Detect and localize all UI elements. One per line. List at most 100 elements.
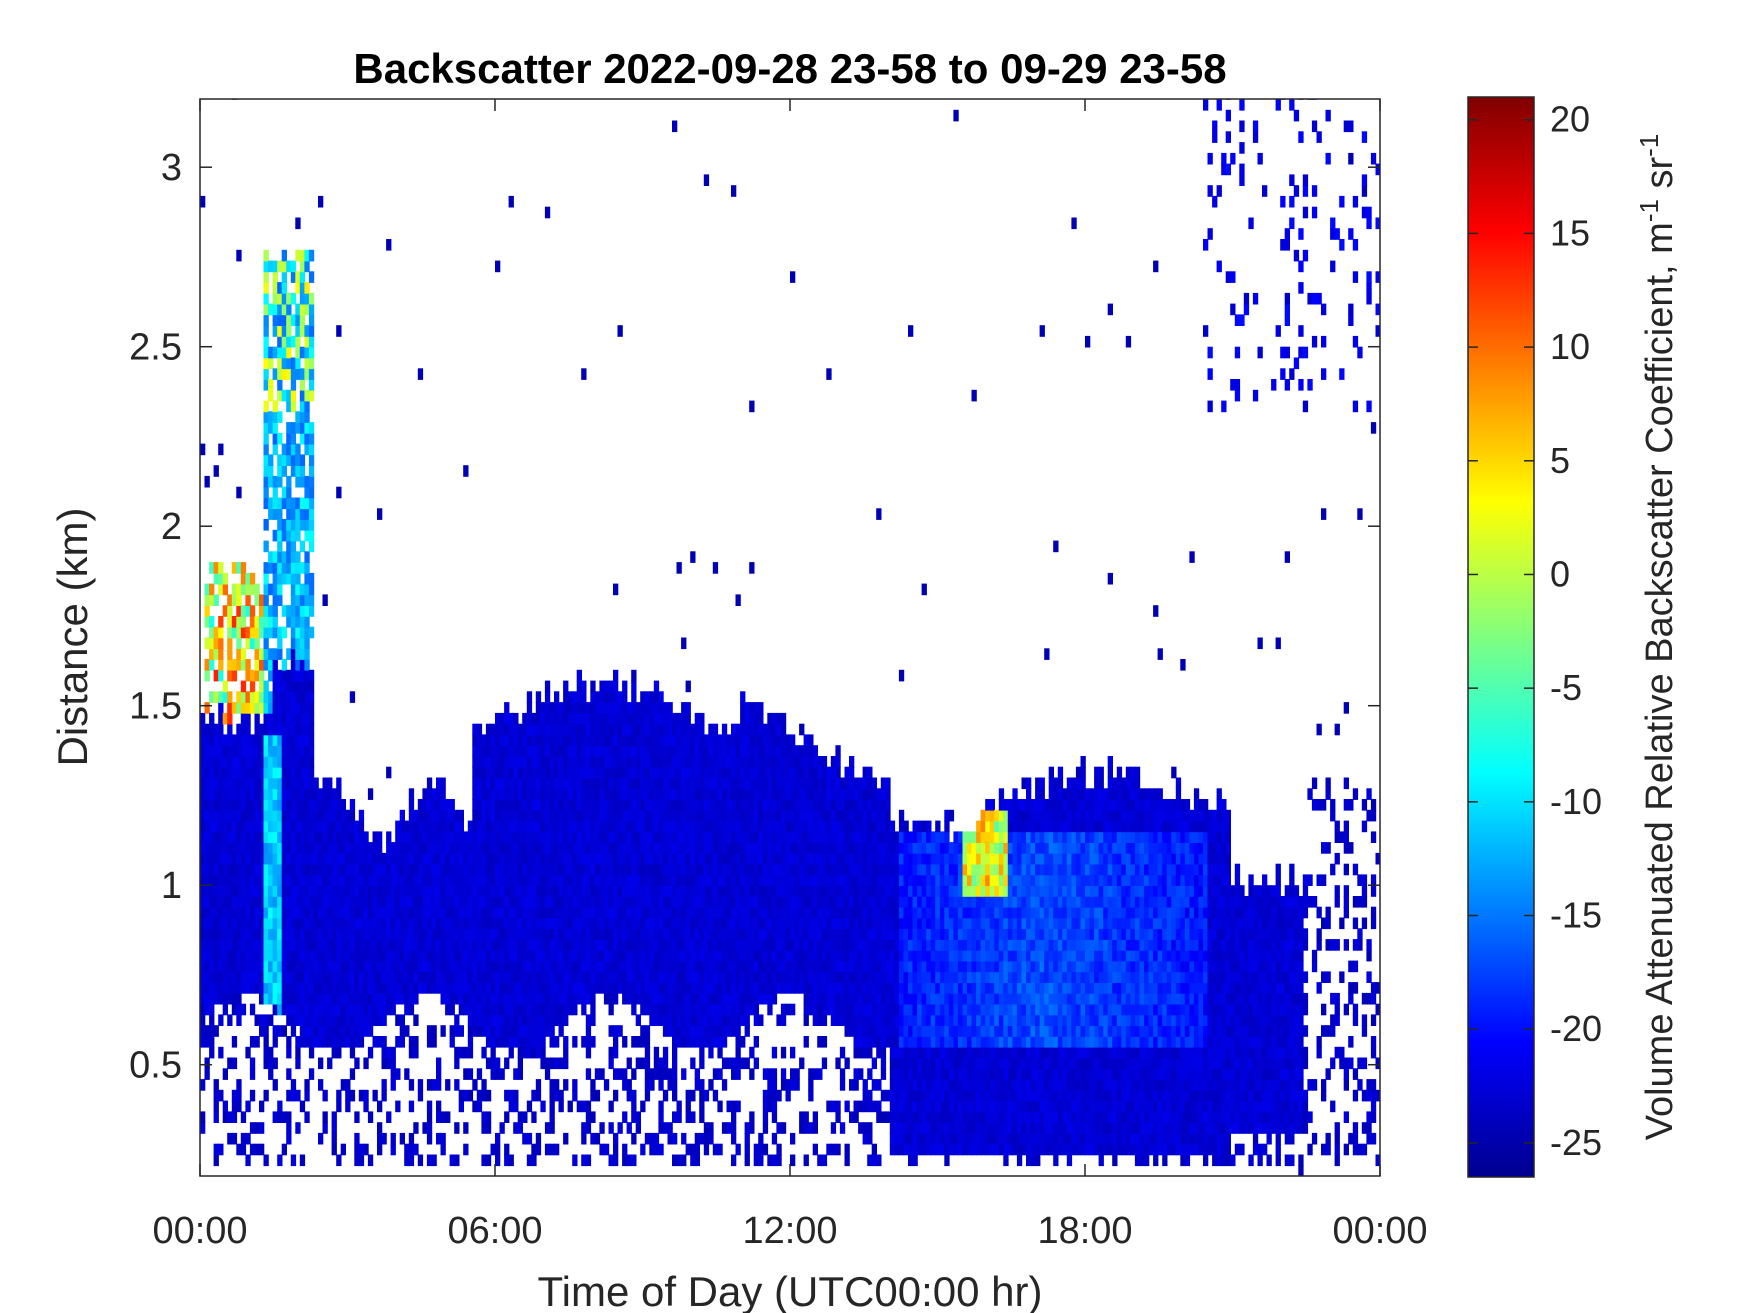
heatmap-cell: [771, 917, 778, 930]
heatmap-cell: [567, 788, 573, 800]
heatmap-cell: [812, 842, 818, 854]
heatmap-cell: [699, 885, 705, 897]
heatmap-cell: [780, 896, 787, 908]
heatmap-cell: [644, 1036, 651, 1048]
heatmap-cell: [694, 820, 700, 833]
heatmap-cell: [699, 1089, 705, 1102]
heatmap-cell: [535, 874, 542, 886]
heatmap-cell: [404, 852, 410, 865]
heatmap-cell: [222, 1100, 228, 1113]
heatmap-cell: [367, 982, 374, 994]
heatmap-cell: [304, 777, 310, 790]
heatmap-cell: [431, 788, 437, 800]
heatmap-cell: [531, 820, 537, 833]
heatmap-cell: [617, 906, 623, 919]
heatmap-cell: [354, 820, 360, 833]
heatmap-cell: [245, 928, 251, 940]
heatmap-cell: [844, 1154, 850, 1167]
heatmap-cell: [513, 712, 519, 725]
heatmap-cell: [712, 1014, 719, 1026]
heatmap-cell: [708, 842, 714, 854]
heatmap-cell: [213, 637, 219, 650]
heatmap-cell: [762, 949, 769, 962]
heatmap-cell: [295, 616, 301, 628]
heatmap-cell: [590, 799, 596, 811]
heatmap-cell: [617, 982, 623, 994]
heatmap-cell: [426, 874, 433, 886]
heatmap-cell: [821, 788, 828, 800]
heatmap-cell: [626, 971, 632, 983]
heatmap-cell: [263, 616, 269, 628]
heatmap-cell: [281, 529, 287, 542]
heatmap-cell: [640, 820, 646, 833]
heatmap-cell: [508, 1100, 514, 1113]
heatmap-cell: [522, 1025, 528, 1037]
heatmap-cell: [703, 960, 710, 973]
heatmap-cell: [749, 949, 755, 962]
heatmap-cell: [740, 885, 746, 897]
heatmap-cell: [449, 906, 455, 919]
heatmap-cell: [576, 799, 582, 811]
heatmap-cell: [635, 809, 641, 822]
heatmap-cell: [631, 734, 637, 746]
heatmap-cell: [799, 863, 805, 876]
heatmap-cell: [540, 896, 546, 908]
heatmap-cell: [304, 551, 310, 563]
heatmap-cell: [667, 874, 673, 886]
heatmap-cell: [776, 960, 782, 973]
heatmap-cell: [839, 1014, 846, 1026]
heatmap-cell: [286, 874, 292, 886]
heatmap-cell: [231, 734, 238, 746]
heatmap-cell: [259, 734, 265, 746]
heatmap-cell: [218, 648, 224, 660]
heatmap-cell: [213, 820, 219, 833]
heatmap-cell: [667, 745, 673, 757]
heatmap-cell: [576, 809, 582, 822]
heatmap-cell: [204, 799, 210, 811]
heatmap-cell: [731, 777, 737, 790]
heatmap-cell: [281, 820, 287, 833]
heatmap-cell: [526, 885, 533, 897]
heatmap-cell: [422, 852, 428, 865]
heatmap-cell: [231, 842, 238, 854]
heatmap-cell: [749, 982, 755, 994]
heatmap-cell: [554, 863, 560, 876]
heatmap-cell: [268, 475, 274, 488]
heatmap-cell: [726, 1025, 732, 1037]
heatmap-cell: [286, 820, 292, 833]
heatmap-cell: [554, 809, 560, 822]
heatmap-cell: [758, 863, 764, 876]
heatmap-cell: [213, 723, 219, 736]
heatmap-cell: [499, 971, 505, 983]
heatmap-cell: [290, 971, 297, 983]
heatmap-cell: [780, 745, 787, 757]
heatmap-cell: [672, 863, 678, 876]
heatmap-cell: [490, 896, 496, 908]
heatmap-cell: [535, 917, 542, 930]
heatmap-cell: [613, 669, 619, 682]
heatmap-cell: [508, 831, 514, 843]
heatmap-cell: [290, 874, 297, 886]
heatmap-cell: [254, 982, 260, 994]
heatmap-cell: [576, 885, 582, 897]
heatmap-cell: [490, 756, 496, 768]
heatmap-cell: [549, 799, 555, 811]
heatmap-cell: [640, 982, 646, 994]
heatmap-cell: [753, 799, 759, 811]
heatmap-cell: [835, 982, 841, 994]
heatmap-cell: [808, 885, 814, 897]
heatmap-cell: [290, 691, 297, 703]
heatmap-cell: [286, 1036, 292, 1048]
heatmap-cell: [762, 766, 769, 779]
heatmap-cell: [731, 885, 737, 897]
heatmap-cell: [672, 1154, 678, 1167]
heatmap-cell: [213, 648, 219, 660]
heatmap-cell: [667, 842, 673, 854]
heatmap-cell: [753, 928, 759, 940]
heatmap-cell: [531, 874, 537, 886]
heatmap-cell: [617, 734, 623, 746]
heatmap-cell: [667, 928, 673, 940]
heatmap-cell: [349, 831, 356, 843]
heatmap-cell: [495, 723, 501, 736]
heatmap-cell: [386, 960, 392, 973]
